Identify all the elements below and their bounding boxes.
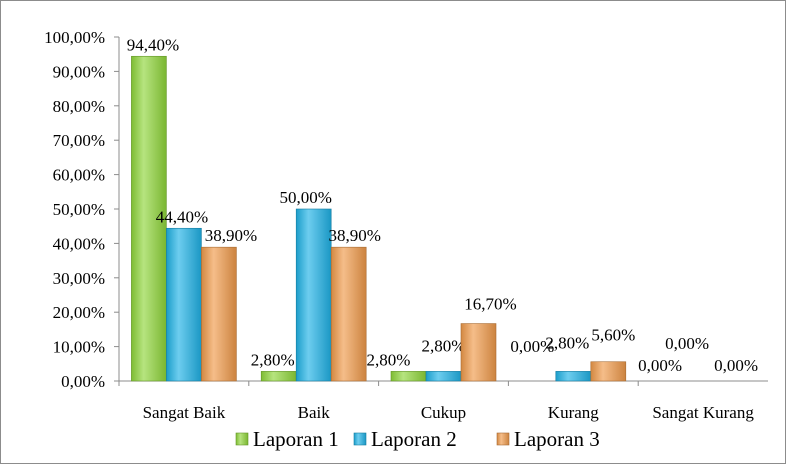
bar-laporan-1 — [131, 55, 167, 382]
data-label: 16,70% — [464, 295, 516, 314]
y-tick-label: 20,00% — [53, 303, 105, 322]
data-label: 5,60% — [591, 326, 635, 345]
data-label: 2,80% — [422, 336, 466, 355]
legend-label: Laporan 1 — [253, 427, 339, 451]
bar-laporan-3 — [201, 246, 237, 382]
data-label: 38,90% — [328, 226, 380, 245]
x-category-label: Cukup — [421, 403, 466, 422]
bar-laporan-1 — [390, 371, 427, 382]
data-label: 2,80% — [545, 333, 589, 352]
y-tick-label: 90,00% — [53, 62, 105, 81]
y-tick-label: 60,00% — [53, 166, 105, 185]
legend-swatch — [496, 432, 510, 446]
data-label: 2,80% — [251, 350, 295, 369]
data-label: 0,00% — [665, 334, 709, 353]
legend-label: Laporan 3 — [514, 427, 600, 451]
legend-label: Laporan 2 — [371, 427, 457, 451]
y-tick-label: 50,00% — [53, 200, 105, 219]
x-category-label: Kurang — [548, 403, 599, 422]
data-label: 0,00% — [714, 356, 758, 375]
data-label: 94,40% — [127, 35, 179, 54]
x-category-label: Sangat Kurang — [652, 403, 754, 422]
y-tick-label: 40,00% — [53, 234, 105, 253]
y-tick-label: 30,00% — [53, 269, 105, 288]
data-label: 2,80% — [367, 350, 411, 369]
data-label: 38,90% — [205, 226, 257, 245]
bar-laporan-1 — [260, 371, 297, 382]
x-category-label: Sangat Baik — [143, 403, 226, 422]
bar-laporan-3 — [330, 246, 367, 382]
bar-laporan-3 — [590, 361, 627, 382]
bar-laporan-2 — [425, 371, 462, 382]
y-tick-label: 100,00% — [44, 28, 105, 47]
y-tick-label: 0,00% — [61, 372, 105, 391]
data-label: 44,40% — [156, 207, 208, 226]
bar-laporan-3 — [460, 323, 497, 382]
legend-swatch — [235, 432, 249, 446]
y-tick-label: 70,00% — [53, 131, 105, 150]
data-label: 50,00% — [279, 188, 331, 207]
bar-laporan-2 — [295, 208, 332, 382]
x-category-label: Baik — [298, 403, 331, 422]
y-tick-label: 10,00% — [53, 338, 105, 357]
bar-laporan-2 — [166, 227, 202, 382]
legend-swatch — [353, 432, 367, 446]
bar-laporan-2 — [555, 371, 592, 382]
y-tick-label: 80,00% — [53, 97, 105, 116]
data-label: 0,00% — [638, 356, 682, 375]
data-label: 0,00% — [510, 337, 554, 356]
